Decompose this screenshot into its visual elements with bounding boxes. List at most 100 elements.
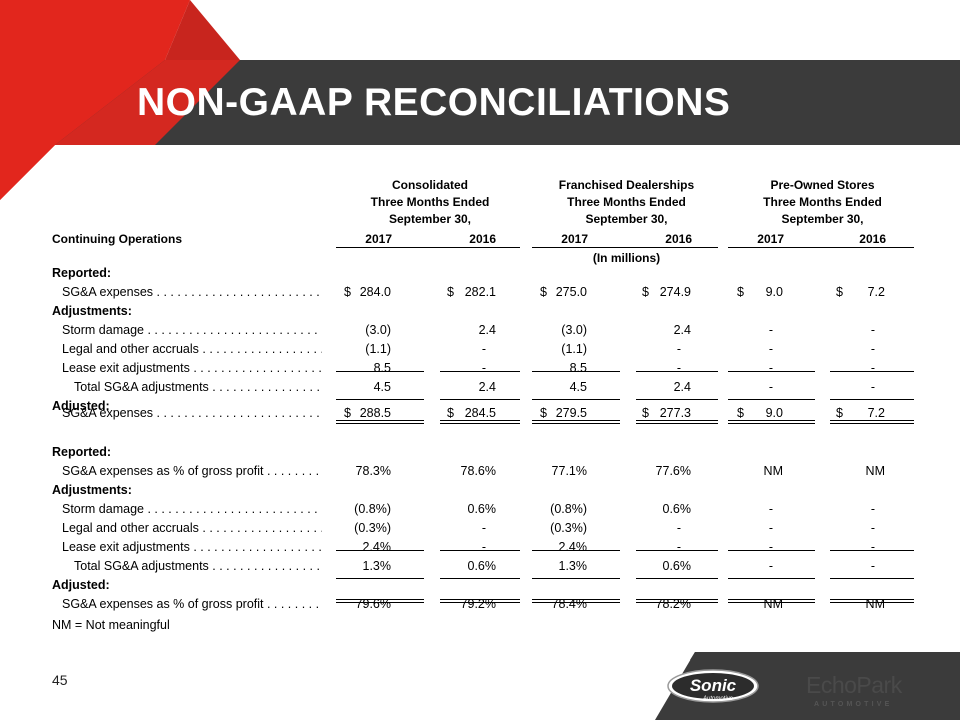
table-cell: 4.5 <box>569 380 587 394</box>
table-cell: 282.1 <box>464 285 496 299</box>
subtotal-rule <box>728 550 815 551</box>
table-row: SG&A expenses as % of gross profit 78.3% 7… <box>0 462 960 481</box>
year-underline <box>532 247 718 248</box>
table-cell: (0.3%) <box>550 521 587 535</box>
table-cell: - <box>870 559 875 573</box>
echopark-wordmark: EchoPark <box>806 672 902 698</box>
total-double-rule <box>728 420 815 424</box>
dollar-sign: $ <box>836 406 843 420</box>
row-label: Lease exit adjustments <box>62 538 322 557</box>
table-cell: 4.5 <box>373 380 391 394</box>
row-label: Adjustments: <box>52 481 322 500</box>
table-cell: - <box>481 361 486 375</box>
echopark-logo: EchoPark AUTOMOTIVE <box>806 670 906 710</box>
sonic-automotive-logo: Sonic Automotive <box>667 669 759 703</box>
table-cell: 284.0 <box>359 285 391 299</box>
row-label-text: Reported: <box>52 445 112 459</box>
total-double-rule <box>636 599 718 603</box>
row-label: Storm damage <box>62 321 322 340</box>
row-label: Total SG&A adjustments <box>74 557 322 576</box>
table-row: Reported: <box>0 264 960 283</box>
group-title: Franchised Dealerships <box>558 178 695 192</box>
group-date: September 30, <box>781 212 864 226</box>
subtotal-rule <box>336 578 424 579</box>
total-double-rule <box>336 420 424 424</box>
year-underline <box>728 247 914 248</box>
group-title: Pre-Owned Stores <box>770 178 875 192</box>
year-header: 2017 <box>561 232 588 246</box>
subtotal-rule <box>830 371 914 372</box>
row-label: Reported: <box>52 264 322 283</box>
table-cell: (3.0) <box>365 323 391 337</box>
subtotal-rule <box>336 399 424 400</box>
group-period: Three Months Ended <box>370 195 490 209</box>
subtotal-rule <box>636 371 718 372</box>
table-cell: - <box>768 323 773 337</box>
subtotal-rule <box>728 578 815 579</box>
group-date: September 30, <box>585 212 668 226</box>
total-double-rule <box>440 420 520 424</box>
subtotal-rule <box>532 578 620 579</box>
table-cell: (0.8%) <box>550 502 587 516</box>
section-label: Continuing Operations <box>52 232 182 246</box>
total-double-rule <box>830 420 914 424</box>
table-cell: - <box>676 540 681 554</box>
row-label-text: Legal and other accruals <box>62 521 322 535</box>
table-row: Legal and other accruals (1.1) - (1.1) - - - <box>0 340 960 359</box>
table-cell: 78.2% <box>655 597 691 611</box>
subtotal-rule <box>532 399 620 400</box>
row-label-text: Adjustments: <box>52 483 132 497</box>
table-cell: - <box>870 502 875 516</box>
table-cell: 79.6% <box>355 597 391 611</box>
table-cell: 78.6% <box>460 464 496 478</box>
group-header-consolidated: Consolidated Three Months Ended Septembe… <box>340 177 520 228</box>
table-row: Adjustments: <box>0 302 960 321</box>
units-label: (In millions) <box>592 251 661 265</box>
subtotal-rule <box>336 371 424 372</box>
row-label-text: SG&A expenses as % of gross profit <box>62 464 322 478</box>
table-cell: - <box>481 342 486 356</box>
group-header-franchised: Franchised Dealerships Three Months Ende… <box>535 177 718 228</box>
group-period: Three Months Ended <box>763 195 882 209</box>
subtotal-rule <box>440 578 520 579</box>
table-cell: - <box>870 361 875 375</box>
row-label: Legal and other accruals <box>62 340 322 359</box>
table-row: Legal and other accruals (0.3%) - (0.3%) - - - <box>0 519 960 538</box>
group-date: September 30, <box>388 212 472 226</box>
dollar-sign: $ <box>540 285 547 299</box>
table-cell: 2.4% <box>362 540 392 554</box>
table-cell: 2.4 <box>673 380 691 394</box>
table-cell: 9.0 <box>765 406 783 420</box>
dollar-sign: $ <box>642 285 649 299</box>
subtotal-rule <box>728 399 815 400</box>
table-cell: 77.1% <box>551 464 587 478</box>
subtotal-rule <box>532 550 620 551</box>
table-cell: - <box>870 342 875 356</box>
table-cell: 0.6% <box>662 502 692 516</box>
table-cell: 8.5 <box>373 361 391 375</box>
row-label: SG&A expenses <box>62 404 322 423</box>
group-title: Consolidated <box>391 178 468 192</box>
row-label: Storm damage <box>62 500 322 519</box>
table-cell: 79.2% <box>460 597 496 611</box>
table-cell: 0.6% <box>467 502 497 516</box>
table-cell: (3.0) <box>561 323 587 337</box>
row-label-text: SG&A expenses <box>62 285 322 299</box>
table-cell: 275.0 <box>555 285 587 299</box>
red-accent-tail <box>0 145 55 200</box>
dollar-sign: $ <box>642 406 649 420</box>
row-label-text: Adjusted: <box>52 578 110 592</box>
row-label-text: Lease exit adjustments <box>62 361 322 375</box>
subtotal-rule <box>728 371 815 372</box>
table-cell: 2.4 <box>478 380 496 394</box>
row-label-text: Adjusted: <box>52 399 110 413</box>
table-cell: 2.4% <box>558 540 588 554</box>
total-double-rule <box>636 420 718 424</box>
table-cell: 7.2 <box>867 406 885 420</box>
dollar-sign: $ <box>836 285 843 299</box>
table-cell: 1.3% <box>362 559 392 573</box>
table-row: Reported: <box>0 443 960 462</box>
row-label-text: Legal and other accruals <box>62 342 322 356</box>
table-cell: 279.5 <box>555 406 587 420</box>
